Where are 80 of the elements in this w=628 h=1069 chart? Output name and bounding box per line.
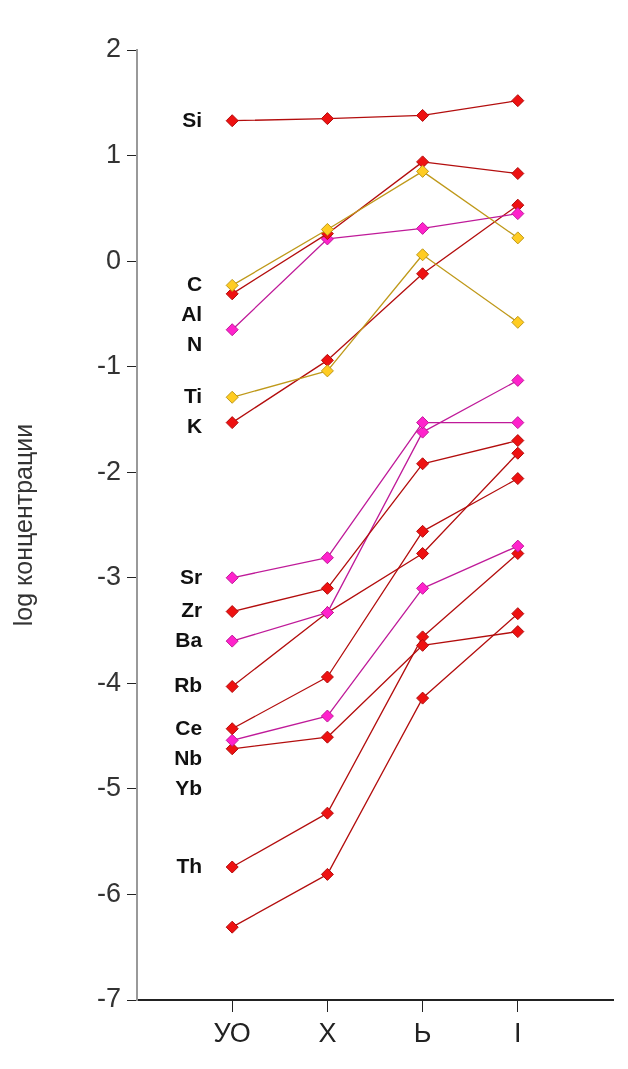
point	[511, 607, 525, 621]
point	[416, 155, 430, 169]
point	[511, 625, 525, 639]
point	[225, 733, 239, 747]
x-tick-label: І	[514, 1017, 522, 1048]
point	[416, 416, 430, 430]
annotation: Si	[182, 107, 203, 131]
y-tick-label: 2	[105, 33, 121, 64]
point	[511, 539, 525, 553]
y-tick-label: -3	[96, 561, 121, 592]
point	[416, 267, 430, 281]
point	[511, 315, 525, 329]
annotation: Ce	[175, 715, 203, 739]
point	[225, 634, 239, 648]
point	[225, 680, 239, 693]
y-tick-label: -5	[96, 772, 121, 803]
annotation: Ti	[183, 384, 203, 408]
point	[225, 390, 239, 404]
point	[320, 867, 334, 881]
point	[320, 364, 334, 378]
annotation: Yb	[175, 775, 203, 799]
point	[320, 353, 334, 367]
point	[416, 547, 430, 560]
point	[225, 114, 239, 128]
point	[225, 920, 239, 934]
point	[320, 806, 334, 820]
point	[511, 416, 525, 430]
annotation: C	[187, 272, 203, 296]
point	[225, 323, 239, 337]
y-tick-label: 1	[105, 139, 121, 170]
y-tick-label: -4	[96, 666, 121, 697]
point	[225, 860, 239, 874]
x-tick-label: Х	[318, 1017, 337, 1048]
point	[320, 551, 334, 565]
annotation: N	[187, 332, 203, 356]
point	[320, 709, 334, 723]
point	[416, 108, 430, 122]
annotation: Nb	[174, 745, 203, 769]
y-tick-label: -7	[96, 983, 121, 1014]
point	[225, 605, 239, 619]
point	[511, 446, 525, 460]
point	[511, 94, 525, 108]
point	[320, 112, 334, 126]
y-tick-label: -2	[96, 455, 121, 486]
y-tick-label: -6	[96, 877, 121, 908]
point	[511, 207, 525, 221]
x-tick-label: УО	[213, 1017, 251, 1048]
point	[225, 722, 239, 736]
point	[511, 167, 525, 180]
point	[320, 222, 334, 236]
point	[416, 691, 430, 705]
point	[225, 278, 239, 292]
point	[511, 472, 525, 486]
point	[416, 638, 430, 652]
y-tick-label: -1	[96, 350, 121, 381]
y-axis-title: log концентрации	[8, 423, 37, 627]
point	[416, 581, 430, 595]
point	[511, 373, 525, 387]
point	[225, 571, 239, 585]
point	[511, 231, 525, 245]
point	[320, 581, 334, 595]
point	[320, 670, 334, 684]
x-tick-label: Ь	[413, 1017, 432, 1048]
annotation: Zr	[181, 598, 203, 622]
annotation: Al	[181, 302, 203, 326]
annotation: K	[187, 414, 203, 438]
annotation: Ba	[175, 628, 203, 652]
point	[511, 434, 525, 448]
point	[416, 221, 430, 235]
point	[416, 248, 430, 262]
point	[320, 730, 334, 744]
annotation: Th	[176, 853, 203, 877]
annotation: Rb	[174, 673, 203, 697]
y-tick-label: 0	[105, 244, 121, 275]
annotation: Sr	[180, 564, 203, 588]
point	[416, 164, 430, 178]
point	[416, 457, 430, 471]
point	[416, 425, 430, 439]
point	[225, 416, 239, 430]
point	[416, 524, 430, 538]
